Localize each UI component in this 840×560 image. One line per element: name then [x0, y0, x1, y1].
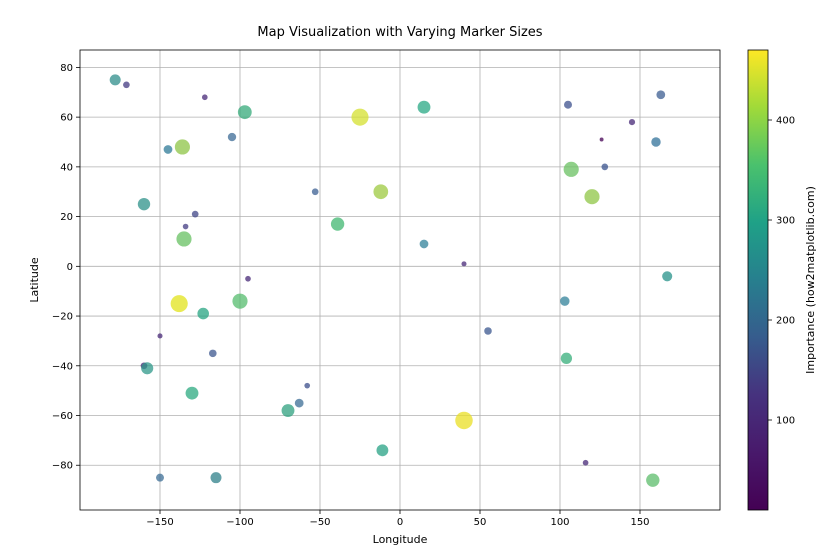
scatter-point — [232, 294, 247, 309]
y-tick-label: 40 — [60, 162, 73, 173]
scatter-point — [601, 164, 608, 171]
scatter-point — [304, 383, 310, 389]
scatter-point — [312, 188, 319, 195]
scatter-point — [123, 81, 130, 88]
scatter-chart: Map Visualization with Varying Marker Si… — [0, 0, 840, 560]
x-tick-label: 100 — [550, 517, 569, 528]
scatter-point — [418, 101, 431, 114]
scatter-point — [629, 119, 635, 125]
scatter-point — [560, 296, 569, 305]
scatter-point — [157, 333, 162, 338]
scatter-point — [331, 217, 344, 230]
scatter-point — [110, 74, 121, 85]
y-tick-label: −20 — [52, 312, 73, 323]
colorbar-tick-label: 300 — [776, 216, 795, 227]
x-ticks: −150 −100 −50 0 50 100 150 — [146, 510, 649, 528]
y-tick-label: −40 — [52, 361, 73, 372]
scatter-point — [651, 137, 660, 146]
y-tick-label: 60 — [60, 113, 73, 124]
x-tick-label: −150 — [146, 517, 173, 528]
x-tick-label: −100 — [226, 517, 253, 528]
colorbar-tick-label: 400 — [776, 116, 795, 127]
scatter-point — [564, 162, 579, 177]
scatter-point — [295, 399, 304, 408]
scatter-point — [484, 327, 492, 335]
colorbar-ticks: 100 200 300 400 — [768, 116, 795, 427]
scatter-point — [662, 271, 672, 281]
scatter-point — [175, 139, 190, 154]
x-tick-label: −50 — [309, 517, 330, 528]
x-tick-label: 150 — [630, 517, 649, 528]
colorbar-label: Importance (how2matplotlib.com) — [804, 186, 817, 374]
colorbar: 100 200 300 400 Importance (how2matplotlib.… — [748, 50, 817, 510]
plot-area: −150 −100 −50 0 50 100 150 −80 −60 −40 −20 0 20 40 60… — [28, 50, 720, 546]
colorbar-tick-label: 100 — [776, 416, 795, 427]
scatter-point — [171, 295, 188, 312]
scatter-point — [156, 474, 164, 482]
scatter-point — [238, 105, 252, 119]
y-tick-label: 20 — [60, 212, 73, 223]
x-tick-label: 50 — [474, 517, 487, 528]
x-tick-label: 0 — [397, 517, 403, 528]
y-ticks: −80 −60 −40 −20 0 20 40 60 80 — [52, 63, 80, 472]
scatter-point — [351, 109, 368, 126]
scatter-point — [192, 211, 199, 218]
scatter-point — [564, 101, 572, 109]
scatter-point — [600, 138, 604, 142]
scatter-point — [209, 350, 217, 358]
scatter-point — [656, 90, 665, 99]
scatter-point — [376, 444, 388, 456]
scatter-point — [183, 224, 189, 230]
scatter-point — [583, 460, 589, 466]
scatter-point — [420, 240, 429, 249]
scatter-point — [138, 198, 150, 210]
scatter-point — [186, 387, 199, 400]
x-axis-label: Longitude — [373, 533, 428, 546]
scatter-point — [228, 133, 236, 141]
scatter-point — [245, 276, 251, 282]
scatter-point — [455, 412, 472, 429]
y-axis-label: Latitude — [28, 257, 41, 303]
scatter-point — [561, 353, 572, 364]
scatter-point — [164, 145, 173, 154]
scatter-point — [584, 189, 599, 204]
y-tick-label: 0 — [67, 262, 73, 273]
scatter-point — [461, 261, 466, 266]
scatter-point — [141, 362, 153, 374]
scatter-point — [373, 184, 388, 199]
scatter-point — [282, 404, 295, 417]
y-tick-label: −80 — [52, 461, 73, 472]
scatter-point — [202, 94, 208, 100]
y-tick-label: −60 — [52, 411, 73, 422]
y-tick-label: 80 — [60, 63, 73, 74]
chart-title: Map Visualization with Varying Marker Si… — [257, 25, 542, 40]
scatter-point — [197, 308, 209, 320]
scatter-point — [211, 472, 222, 483]
scatter-point — [646, 473, 659, 486]
colorbar-tick-label: 200 — [776, 316, 795, 327]
scatter-point — [176, 231, 191, 246]
